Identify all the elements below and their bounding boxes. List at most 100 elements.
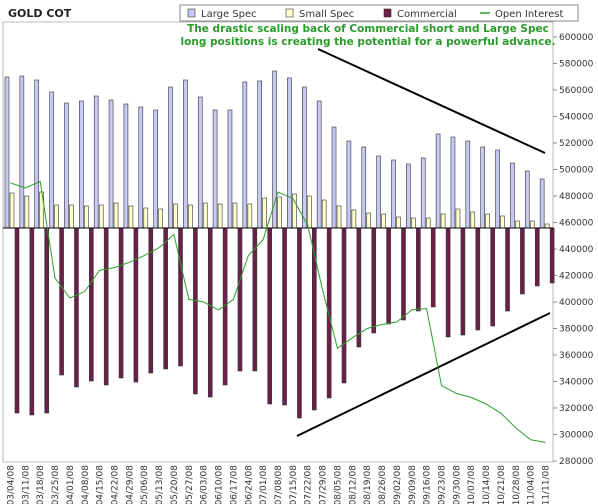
x-tick-label: 03/18/08: [36, 465, 46, 504]
bar: [510, 162, 515, 229]
bar: [108, 99, 114, 229]
legend-label: Open Interest: [495, 9, 564, 20]
bar: [242, 81, 248, 229]
bar: [19, 75, 25, 229]
bar: [188, 204, 193, 229]
x-tick-label: 04/15/08: [96, 465, 106, 504]
bar: [54, 204, 59, 229]
x-tick-label: 09/09/08: [408, 465, 418, 504]
legend-label: Large Spec: [201, 9, 257, 20]
bar: [411, 217, 416, 229]
bar: [207, 227, 213, 398]
legend-label: Commercial: [397, 9, 457, 20]
bar: [450, 136, 456, 229]
bar: [420, 157, 426, 229]
y2-tick-label: 300000: [559, 431, 594, 441]
bar: [331, 126, 337, 229]
y2-tick-label: 500000: [559, 166, 594, 176]
x-tick-label: 03/11/08: [21, 465, 31, 504]
bar: [277, 196, 282, 229]
bar: [84, 205, 89, 229]
y2-tick-label: 580000: [559, 60, 594, 70]
bar: [143, 207, 149, 229]
trend-line: [317, 48, 546, 154]
bar: [371, 227, 377, 334]
legend-swatch: [285, 8, 294, 18]
x-tick-label: 03/04/08: [6, 465, 16, 504]
bar: [89, 227, 94, 382]
bar: [237, 227, 243, 372]
bar: [34, 79, 40, 229]
bar: [544, 223, 550, 229]
bar: [14, 227, 20, 414]
bar: [267, 227, 273, 405]
bar: [153, 109, 158, 229]
legend-swatch: [383, 8, 392, 18]
bar: [138, 106, 144, 229]
bar: [351, 209, 357, 229]
bar: [386, 227, 391, 325]
bar: [401, 227, 406, 321]
x-tick-label: 06/17/08: [229, 465, 239, 504]
bar: [490, 227, 495, 327]
legend-label: Small Spec: [299, 9, 354, 20]
x-tick-label: 06/03/08: [200, 465, 210, 504]
bar: [64, 102, 69, 229]
bar: [257, 80, 263, 229]
bar: [98, 204, 104, 229]
bar: [118, 227, 124, 379]
bar: [524, 170, 530, 229]
y2-tick-label: 400000: [559, 298, 594, 308]
bar: [326, 227, 332, 399]
x-tick-label: 06/24/08: [244, 465, 254, 504]
bar: [465, 140, 471, 229]
bar: [306, 195, 312, 229]
y2-tick-label: 420000: [559, 272, 594, 282]
bar: [128, 205, 134, 229]
bar: [435, 133, 441, 229]
x-tick-label: 11/04/08: [527, 465, 537, 504]
y2-tick-label: 280000: [559, 457, 594, 467]
x-tick-label: 08/12/08: [348, 465, 358, 504]
bar: [539, 178, 545, 229]
bar: [416, 227, 421, 312]
bar: [381, 213, 386, 229]
y2-tick-label: 320000: [559, 404, 594, 414]
bar: [133, 227, 139, 383]
legend-swatch: [187, 8, 196, 18]
bar: [103, 227, 109, 386]
x-tick-label: 04/29/08: [125, 465, 135, 504]
annotation: The drastic scaling back of Commercial s…: [187, 23, 549, 35]
x-tick-label: 06/10/08: [215, 465, 225, 504]
y2-tick-label: 340000: [559, 378, 594, 388]
x-tick-label: 08/05/08: [333, 465, 343, 504]
bar: [282, 227, 287, 406]
x-tick-label: 08/26/08: [378, 465, 388, 504]
bar: [24, 195, 30, 229]
bar: [4, 76, 10, 229]
bar: [549, 227, 555, 284]
y2-tick-label: 480000: [559, 192, 594, 202]
bar: [316, 100, 322, 229]
trend-line: [296, 312, 551, 437]
y2-tick-label: 600000: [559, 33, 594, 43]
x-tick-label: 09/16/08: [423, 465, 433, 504]
bar: [366, 212, 372, 229]
chart-title: GOLD COT: [8, 7, 72, 20]
x-tick-label: 10/21/08: [497, 465, 507, 504]
bar: [500, 215, 505, 229]
bar: [262, 197, 268, 229]
bar: [529, 220, 535, 229]
x-tick-label: 04/08/08: [81, 465, 91, 504]
bar: [376, 155, 381, 229]
bar: [178, 227, 183, 367]
bar: [301, 86, 307, 229]
bar: [93, 95, 99, 229]
x-tick-label: 05/06/08: [140, 465, 150, 504]
bar: [396, 216, 401, 229]
x-tick-label: 09/30/08: [452, 465, 462, 504]
bar: [227, 109, 233, 229]
bar: [336, 205, 342, 229]
y2-tick-label: 540000: [559, 113, 594, 123]
bar: [297, 227, 302, 419]
